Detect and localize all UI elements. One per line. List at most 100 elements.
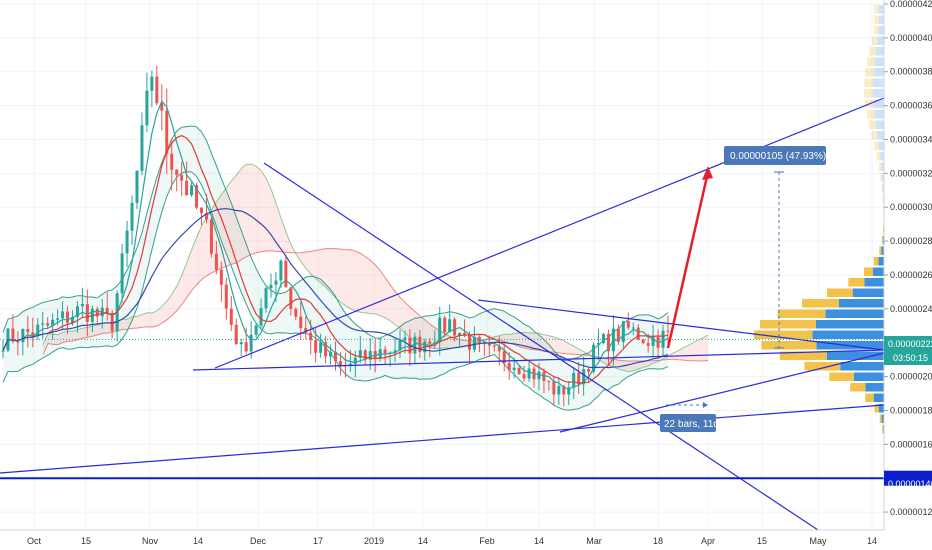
candle-body: [443, 317, 447, 333]
candle-body: [448, 319, 452, 333]
candle-body: [547, 381, 551, 383]
candle-body: [36, 324, 40, 336]
candle-body: [95, 308, 99, 317]
candle-body: [195, 185, 199, 208]
volume-profile-up-bar: [881, 246, 884, 255]
volume-profile-down-bar: [777, 309, 826, 318]
trendline[interactable]: [559, 352, 885, 433]
candle-body: [507, 363, 511, 371]
volume-profile-up-bar: [872, 267, 884, 276]
x-tick-label: 2019: [364, 536, 384, 546]
candle-body: [582, 369, 586, 385]
volume-profile-up-bar: [873, 393, 884, 402]
candle-body: [324, 342, 328, 357]
candle-body: [190, 185, 194, 196]
candle-body: [621, 321, 625, 342]
candle-body: [1, 350, 5, 352]
candle-body: [249, 334, 253, 352]
cloud-span-b: [42, 248, 709, 362]
grid: [0, 0, 884, 530]
candle-body: [165, 110, 169, 154]
candle-body: [577, 372, 581, 385]
volume-profile-down-bar: [864, 89, 874, 98]
volume-profile-up-bar: [874, 110, 884, 119]
measure-annotation[interactable]: 0.00000105 (47.93%) 105: [724, 146, 846, 165]
x-tick-label: 14: [193, 536, 203, 546]
volume-profile-up-bar: [865, 383, 884, 392]
candle-body: [606, 333, 610, 352]
volume-profile-down-bar: [804, 362, 841, 371]
volume-profile-down-bar: [829, 372, 854, 381]
volume-profile-down-bar: [754, 330, 813, 339]
ichimoku-cloud: [42, 163, 709, 373]
candle-body: [31, 332, 35, 336]
volume-profile-down-bar: [864, 78, 874, 87]
candle-body: [21, 328, 25, 343]
volume-profile-up-bar: [825, 309, 884, 318]
annotations: [666, 166, 784, 408]
y-tick-label: 0.00000420: [890, 0, 932, 9]
volume-profile-up-bar: [878, 404, 884, 413]
trendline[interactable]: [263, 162, 819, 531]
ma-mid-line: [2, 134, 669, 384]
candle-body: [383, 349, 387, 354]
candle-body: [234, 324, 238, 345]
volume-profile-up-bar: [882, 173, 884, 182]
candle-body: [85, 304, 89, 322]
trendline[interactable]: [214, 97, 885, 369]
candle-body: [368, 350, 372, 360]
volume-profile-down-bar: [876, 152, 880, 161]
candle-body: [219, 269, 223, 285]
candle-body: [537, 371, 541, 380]
projection-arrow[interactable]: [666, 171, 710, 349]
candle-body: [512, 367, 516, 371]
candle-body: [552, 381, 556, 395]
volume-profile-up-bar: [873, 78, 884, 87]
trendline[interactable]: [192, 349, 885, 371]
candle-body: [51, 319, 55, 326]
volume-profile-down-bar: [881, 236, 883, 245]
volume-profile-up-bar: [877, 36, 884, 45]
volume-profile-down-bar: [801, 299, 839, 308]
candle-body: [338, 361, 342, 366]
candle-body: [636, 327, 640, 340]
measure-annotation-label: 0.00000105 (47.93%) 105: [730, 151, 846, 162]
candle-body: [572, 372, 576, 388]
range-annotation[interactable]: 22 bars, 11d: [660, 414, 719, 432]
trendline[interactable]: [0, 404, 885, 474]
candle-body: [616, 328, 620, 342]
volume-profile-up-bar: [878, 26, 884, 35]
volume-profile-down-bar: [760, 320, 816, 329]
x-tick-label: 15: [81, 536, 91, 546]
candle-body: [631, 327, 635, 329]
candle-body: [314, 340, 318, 353]
candle-body: [160, 103, 164, 111]
countdown-label: 03:50:15: [893, 353, 928, 363]
volume-profile-down-bar: [779, 351, 827, 360]
candle-body: [522, 374, 526, 379]
range-annotation-label: 22 bars, 11d: [664, 419, 719, 430]
candle-body: [329, 351, 333, 357]
candle-body: [46, 323, 50, 326]
x-tick-label: 15: [757, 536, 767, 546]
trendline[interactable]: [477, 299, 885, 351]
candle-body: [438, 317, 442, 343]
candle-body: [492, 345, 496, 347]
volume-profile-down-bar: [874, 5, 879, 14]
candle-body: [601, 333, 605, 344]
candle-body: [284, 260, 288, 288]
volume-profile-up-bar: [874, 57, 884, 66]
candle-body: [170, 153, 174, 170]
candle-body: [348, 363, 352, 366]
moving-averages: [2, 100, 669, 390]
time-axis[interactable]: Oct 15 Nov 14 Dec 17 2019 14 Feb 14 Mar 18 Apr 15 May 1…: [27, 536, 877, 546]
candle-body: [110, 312, 114, 332]
candle-body: [16, 341, 20, 343]
